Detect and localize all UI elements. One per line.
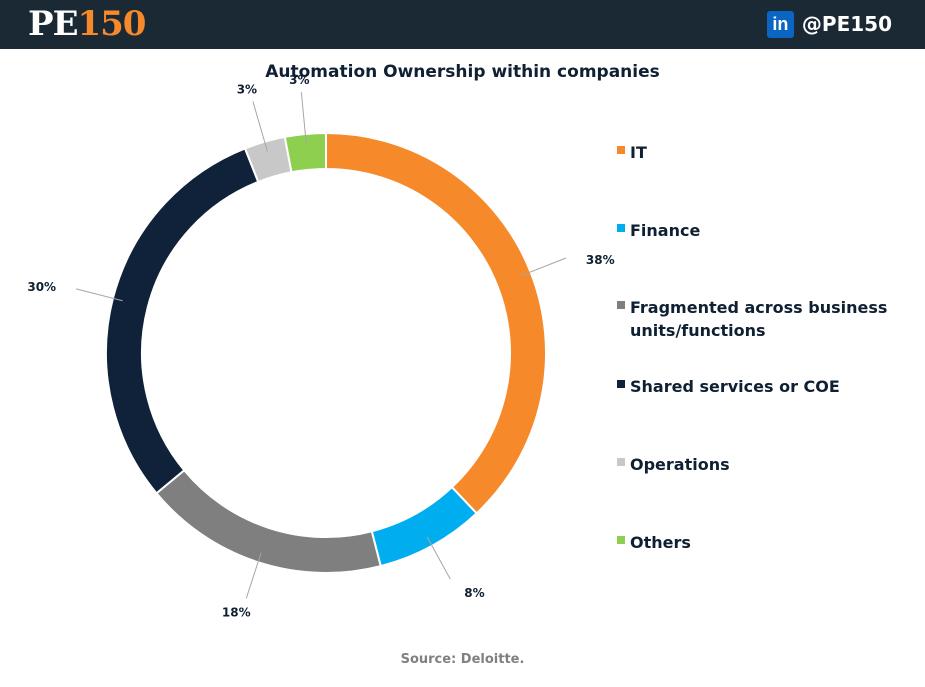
handle-text: @PE150 <box>801 12 892 36</box>
leader-line-it <box>521 257 567 277</box>
slice-fragmented-across-business-units-functions[interactable] <box>155 468 382 574</box>
slice-it[interactable] <box>325 131 547 515</box>
leader-line-others <box>300 92 307 144</box>
legend-label: Finance <box>630 221 701 240</box>
legend-swatch <box>617 146 625 154</box>
leader-line-fragmented-across-business-units-functions <box>245 552 262 599</box>
legend-swatch <box>617 301 625 309</box>
legend-label: IT <box>630 143 647 162</box>
logo-number-text: 150 <box>77 4 146 44</box>
linkedin-handle[interactable]: in @PE150 <box>766 10 892 38</box>
legend-label: Shared services or COE <box>630 377 840 396</box>
pe150-logo[interactable]: PE150 <box>28 2 146 46</box>
data-label-operations: 3% <box>237 82 257 96</box>
legend-swatch <box>617 458 625 466</box>
data-label-shared-services-or-coe: 30% <box>27 280 56 294</box>
legend-label: Fragmented across business units/functio… <box>630 298 888 340</box>
legend-label: Operations <box>630 455 730 474</box>
slice-finance[interactable] <box>370 485 479 568</box>
legend-swatch <box>617 224 625 232</box>
legend-swatch <box>617 536 625 544</box>
chart-title: Automation Ownership within companies <box>265 62 660 82</box>
data-label-others: 3% <box>289 73 309 87</box>
data-label-fragmented-across-business-units-functions: 18% <box>222 605 251 619</box>
data-label-it: 38% <box>586 253 615 267</box>
header-bar: PE150 in @PE150 <box>0 0 925 49</box>
slice-others[interactable] <box>283 131 327 174</box>
leader-line-shared-services-or-coe <box>75 288 123 302</box>
leader-line-operations <box>252 101 268 152</box>
data-label-finance: 8% <box>464 586 484 600</box>
slice-shared-services-or-coe[interactable] <box>105 147 260 495</box>
leader-line-finance <box>426 536 451 580</box>
legend-swatch <box>617 380 625 388</box>
source-note: Source: Deloitte. <box>400 652 525 667</box>
linkedin-icon: in <box>766 10 794 38</box>
logo-pe-text: PE <box>28 4 78 44</box>
legend-label: Others <box>630 533 691 552</box>
